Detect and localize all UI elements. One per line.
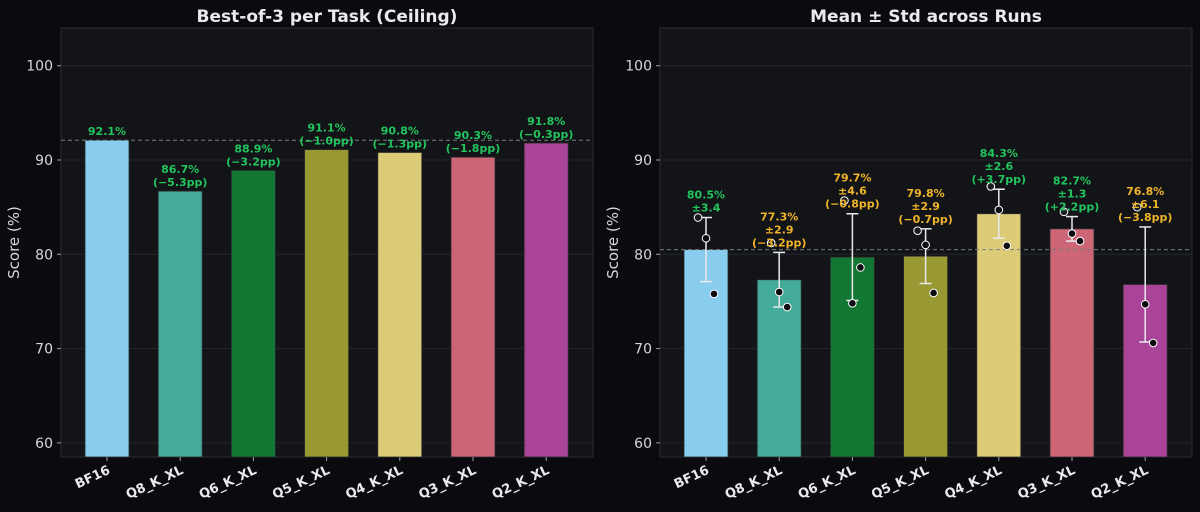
- run-point: [913, 226, 922, 236]
- y-tick-label: 90: [634, 153, 652, 169]
- x-tick-label: Q4_K_XL: [343, 463, 405, 503]
- data-label: 90.8%: [381, 124, 419, 137]
- y-tick-label: 100: [625, 59, 652, 75]
- x-tick-label: Q8_K_XL: [124, 463, 186, 503]
- x-tick-label: BF16: [672, 463, 712, 492]
- run-point: [1067, 229, 1077, 238]
- x-tick-label: Q2_K_XL: [490, 463, 552, 503]
- data-label: ±3.4: [692, 202, 721, 215]
- data-label: 88.9%: [234, 142, 272, 155]
- run-point: [856, 263, 865, 272]
- data-label: 80.5%: [687, 189, 725, 202]
- bar: [523, 142, 569, 458]
- run-point: [1075, 236, 1085, 246]
- data-label: (−3.2pp): [752, 236, 807, 249]
- y-axis-label: Score (%): [604, 206, 622, 279]
- data-label: ±2.6: [984, 160, 1013, 173]
- run-point: [994, 205, 1004, 215]
- data-label: ±2.9: [765, 223, 794, 236]
- data-label: (+2.2pp): [1045, 201, 1100, 214]
- data-label: (−0.3pp): [519, 128, 574, 141]
- x-tick-label: Q5_K_XL: [270, 463, 332, 503]
- bar: [84, 139, 130, 458]
- bar: [304, 149, 350, 458]
- x-tick-label: Q4_K_XL: [942, 463, 1004, 503]
- data-label: 77.3%: [760, 210, 798, 223]
- data-label: (−3.2pp): [226, 155, 281, 168]
- chart-title: Mean ± Std across Runs: [810, 7, 1042, 27]
- bar: [976, 213, 1022, 458]
- bar: [903, 255, 948, 458]
- x-tick-label: BF16: [73, 463, 113, 492]
- y-tick-label: 80: [35, 247, 53, 263]
- data-label: 76.8%: [1126, 185, 1164, 198]
- x-tick-label: Q5_K_XL: [869, 463, 931, 503]
- y-tick-label: 90: [35, 153, 53, 169]
- x-tick-label: Q8_K_XL: [723, 463, 785, 503]
- x-tick-label: Q6_K_XL: [796, 463, 858, 503]
- data-label: (−0.7pp): [898, 213, 953, 226]
- data-label: 91.1%: [308, 122, 346, 135]
- x-tick-label: Q2_K_XL: [1089, 463, 1151, 503]
- run-point: [774, 287, 784, 297]
- data-label: ±4.6: [838, 185, 867, 198]
- data-label: (−1.3pp): [373, 137, 428, 150]
- data-label: 84.3%: [980, 147, 1018, 160]
- data-label: 86.7%: [161, 163, 199, 176]
- data-label: 79.8%: [907, 187, 945, 200]
- data-label: 92.1%: [88, 125, 126, 138]
- y-axis-label: Score (%): [5, 206, 23, 279]
- bar: [450, 156, 496, 458]
- bar: [157, 190, 203, 458]
- run-point: [1148, 338, 1158, 348]
- run-point: [848, 299, 857, 308]
- run-point: [921, 240, 930, 250]
- run-point: [766, 238, 776, 248]
- x-tick-label: Q3_K_XL: [1016, 463, 1078, 503]
- run-point: [1002, 241, 1012, 251]
- run-point: [693, 213, 703, 222]
- data-label: 90.3%: [454, 129, 492, 142]
- data-label: 82.7%: [1053, 175, 1091, 188]
- x-tick-label: Q3_K_XL: [417, 463, 479, 503]
- x-tick-label: Q6_K_XL: [197, 463, 259, 503]
- chart-title: Best-of-3 per Task (Ceiling): [197, 7, 458, 27]
- run-point: [1140, 299, 1150, 309]
- y-tick-label: 60: [35, 436, 53, 452]
- y-tick-label: 60: [634, 436, 652, 452]
- mean-std-panel: 60 70 80 90 100 Score (%) Mean ± Std across Ru…: [604, 7, 1193, 503]
- data-label: ±2.9: [911, 200, 940, 213]
- data-label: ±6.1: [1131, 198, 1160, 211]
- run-point: [929, 288, 938, 298]
- bar: [683, 249, 729, 458]
- run-point: [782, 302, 792, 312]
- run-point: [701, 233, 711, 243]
- data-label: (−3.8pp): [1118, 211, 1173, 224]
- bar: [1049, 228, 1095, 458]
- y-tick-label: 80: [634, 247, 652, 263]
- run-point: [986, 182, 996, 191]
- run-point: [1132, 202, 1142, 212]
- best-of-3-panel: 60 70 80 90 100 Score (%) Best-of-3 per Task (…: [5, 7, 594, 503]
- data-label: (+3.7pp): [972, 173, 1027, 186]
- y-tick-label: 70: [35, 342, 53, 358]
- y-tick-label: 100: [26, 59, 53, 75]
- bar: [377, 152, 423, 458]
- data-label: (−1.0pp): [299, 135, 354, 148]
- data-label: (−5.3pp): [153, 176, 208, 189]
- data-label: ±1.3: [1058, 188, 1087, 201]
- run-point: [840, 196, 849, 205]
- run-point: [1059, 207, 1069, 217]
- data-label: (−0.8pp): [825, 198, 880, 211]
- y-tick-label: 70: [634, 342, 652, 358]
- data-label: 79.7%: [833, 172, 871, 185]
- bar: [230, 169, 276, 458]
- data-label: (−1.8pp): [446, 142, 501, 155]
- data-label: 91.8%: [527, 115, 565, 128]
- run-point: [709, 289, 719, 299]
